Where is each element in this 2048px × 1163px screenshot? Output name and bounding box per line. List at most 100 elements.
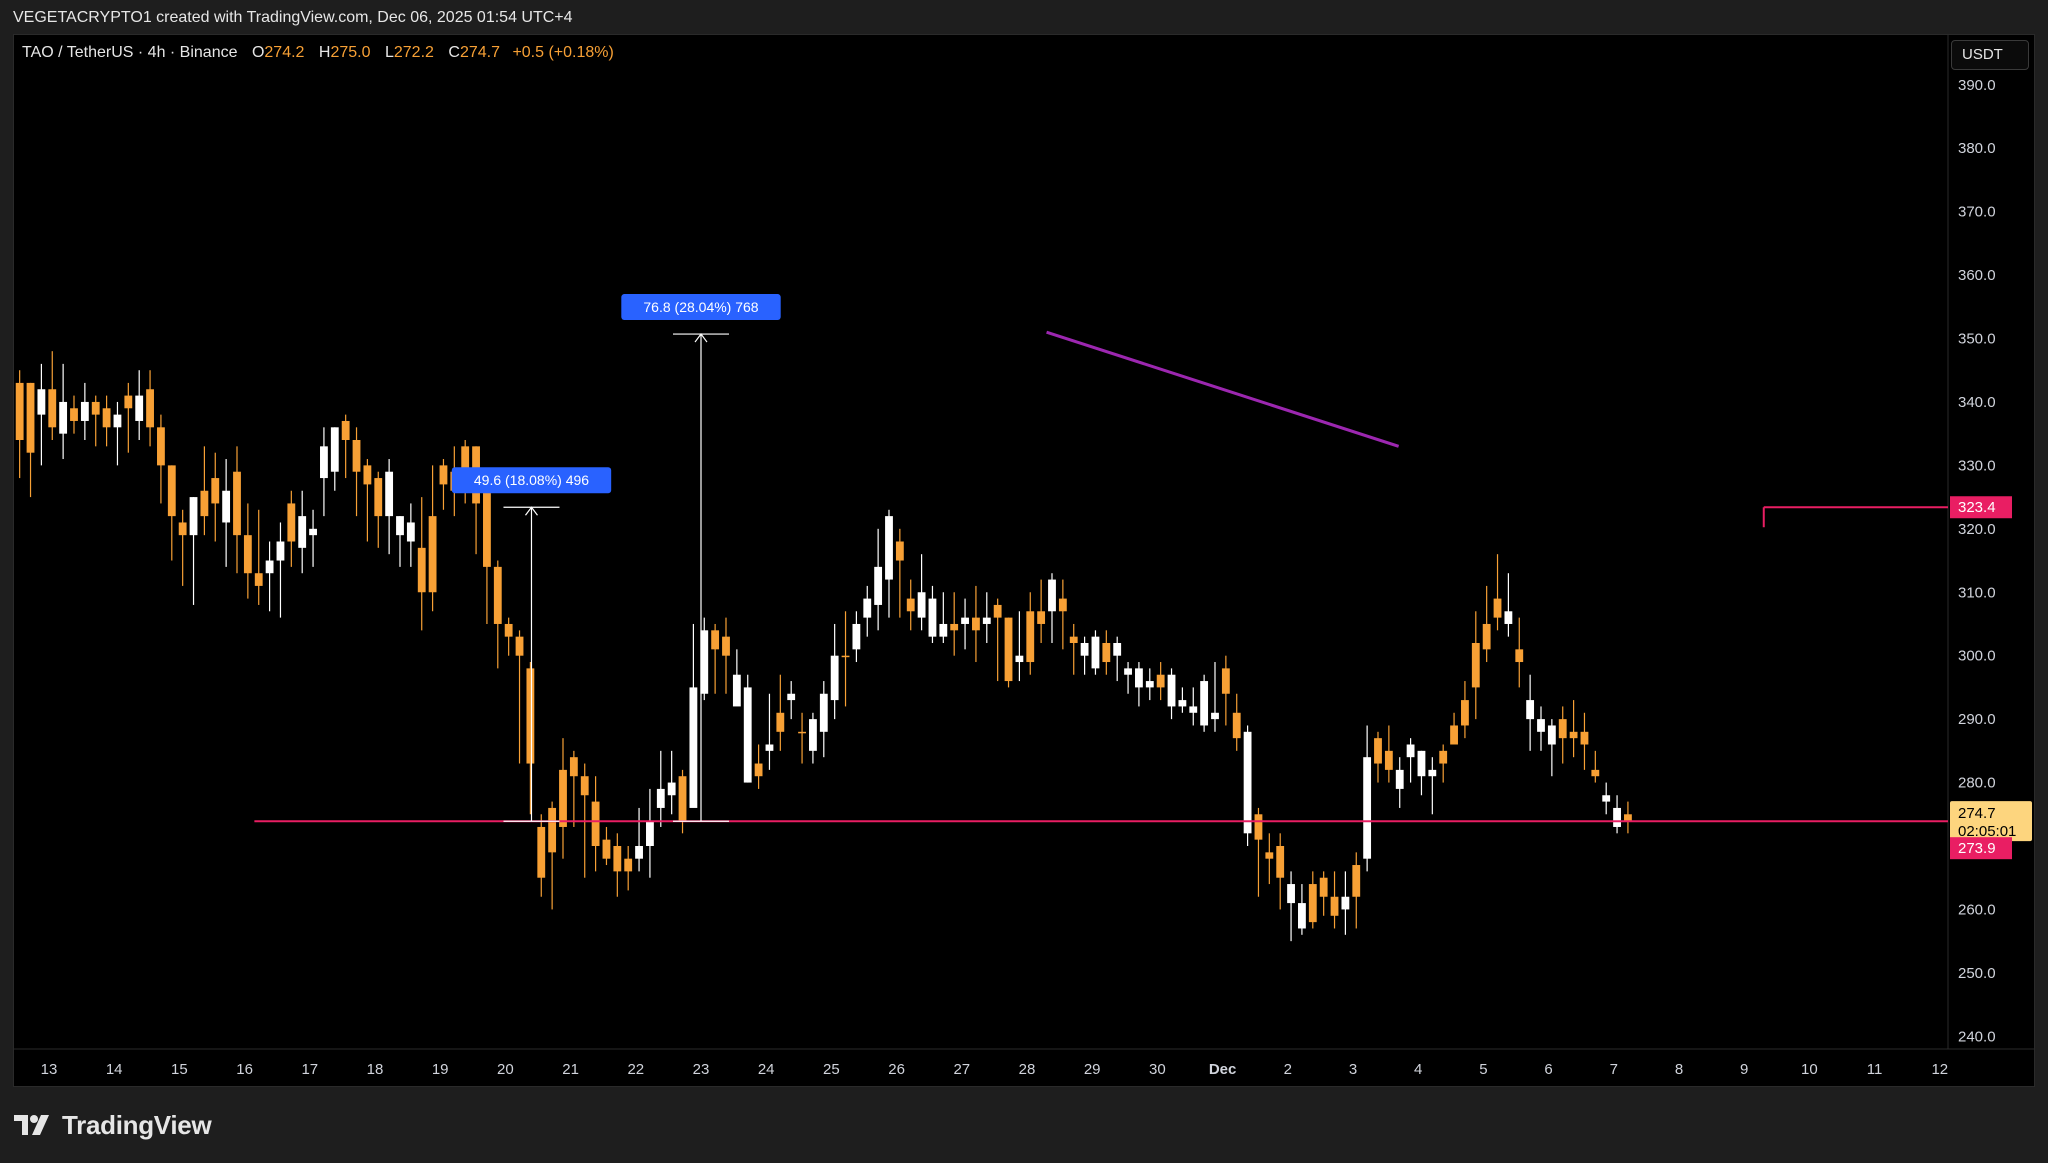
y-tick-label: 370.0 [1958,204,1996,221]
candle-body [396,516,404,536]
candle-body [70,408,78,421]
candle-body [1580,731,1589,745]
candle-body [1450,725,1458,745]
x-tick-label: 17 [301,1061,318,1078]
candle-body [102,408,111,428]
candle-body [939,623,948,637]
candle-body [841,655,850,658]
branding: TradingView [14,1108,212,1142]
x-tick-label: 14 [106,1061,123,1078]
candle-body [417,547,426,593]
candle-body [732,674,741,707]
candle-body [37,389,46,415]
x-tick-label: 12 [1931,1061,1948,1078]
candle-body [493,566,502,624]
candle-body [189,497,198,536]
candle-body [1200,681,1209,726]
y-tick-label: 390.0 [1958,77,1996,94]
candle-body [809,719,817,751]
candle-body [298,516,307,548]
candle-body [1395,769,1404,789]
brand-name: TradingView [62,1109,212,1140]
candle-body [1015,655,1024,663]
candle-body [852,623,861,650]
candle-body [993,604,1002,618]
candle-body [895,541,904,561]
candle-body [559,769,567,827]
measure-label-box [621,294,781,321]
candle-body [1124,668,1132,675]
candle-body [439,465,448,485]
y-tick-label: 250.0 [1958,965,1996,982]
candle-body [972,617,980,631]
level-price-tag [1950,496,2012,519]
y-tick-label: 320.0 [1958,521,1996,538]
x-tick-label: 23 [693,1061,710,1078]
candle-body [385,471,394,517]
candle-body [863,598,872,618]
x-tick-label: 26 [888,1061,905,1078]
candle-body [1461,700,1469,726]
high-label: H [318,44,331,61]
candle-body [1384,750,1393,770]
price-chart[interactable]: 390.0 380.0 370.0 360.0 350.0 340.0 330.0 320.0… [13,34,2035,1087]
candle-body [982,617,991,624]
candle-body [830,655,839,701]
candle-body [1341,896,1350,910]
candle-body [1428,769,1437,777]
x-tick-label: 4 [1414,1061,1422,1078]
symbol-title[interactable]: TAO / TetherUS · 4h · Binance [22,44,238,61]
candle-body [754,763,763,777]
candle-body [1069,636,1078,643]
candle-body [624,858,633,872]
candle-body [798,731,806,734]
candle-body [1189,706,1198,713]
candle-body [374,478,383,517]
candle-body [461,446,470,472]
change-value: +0.5 (+0.18%) [512,44,614,61]
candle-body [1026,611,1035,663]
candle-body [526,668,535,764]
candle-body [265,560,274,574]
candle-body [961,617,969,624]
candle-body [515,636,524,656]
candle-body [1569,731,1578,739]
chart-area[interactable] [13,34,2035,1087]
candle-body [1471,643,1480,688]
candle-body [1058,598,1067,612]
candle-body [254,573,263,586]
high-value: 275.0 [330,44,371,61]
y-tick-label: 280.0 [1958,775,1996,792]
open-label: O [251,44,265,61]
candle-body [711,630,720,650]
candle-body [1221,668,1230,694]
candle-body [363,465,372,485]
candle-body [1243,731,1252,834]
candle-body [950,623,959,631]
candle-body [1232,712,1241,739]
candle-body [1135,668,1143,688]
x-tick-label: 27 [953,1061,970,1078]
candle-body [1145,681,1154,688]
candle-body [1211,712,1219,720]
x-tick-label: 19 [432,1061,449,1078]
candle-body [1254,814,1263,840]
candle-body [1352,865,1361,897]
candle-body [689,687,698,808]
candle-body [1363,757,1372,859]
candle-body [1602,795,1611,802]
currency-button[interactable]: USDT [1951,40,2029,70]
measure-label: 76.8 (28.04%) 768 [643,299,758,315]
candle-body [700,630,709,694]
candle-body [1613,807,1621,827]
x-tick-label: 28 [1019,1061,1036,1078]
x-tick-label: 25 [823,1061,840,1078]
candle-body [1156,674,1165,688]
candle-body [1482,623,1491,650]
candle-body [906,598,915,612]
candle-body [1526,700,1535,720]
candle-body [1091,636,1100,669]
x-tick-label: 30 [1149,1061,1166,1078]
y-tick-label: 240.0 [1958,1028,1996,1045]
x-tick-label: 24 [758,1061,775,1078]
